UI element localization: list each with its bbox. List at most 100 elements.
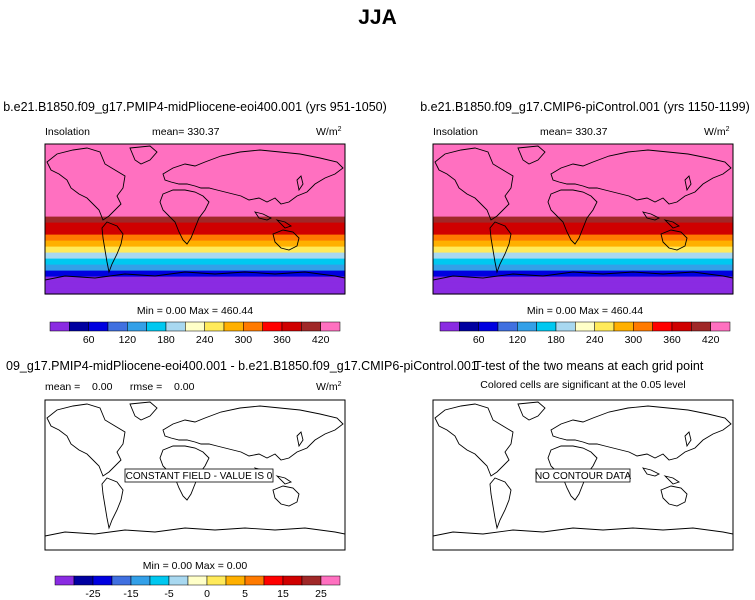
- colorbar-swatch: [575, 321, 595, 332]
- colorbar-tick-label: 120: [509, 334, 527, 346]
- constant-field-label: CONSTANT FIELD - VALUE IS 0: [126, 471, 273, 482]
- colorbar-tick-label: 420: [702, 334, 720, 346]
- units-label: W/m2: [316, 381, 342, 393]
- mean-rmse-label: mean = 0.00 rmse = 0.00: [45, 381, 195, 393]
- colorbar-swatch: [206, 575, 227, 586]
- lat-band: [433, 288, 733, 295]
- colorbar-swatch: [320, 321, 341, 332]
- colorbar-tick-label: 300: [625, 334, 643, 346]
- lat-band: [45, 258, 345, 265]
- figure-title: JJA: [358, 6, 397, 29]
- units-label: W/m2: [316, 126, 342, 138]
- map-frame: [432, 399, 734, 551]
- min-max-label: Min = 0.00 Max = 0.00: [143, 560, 248, 572]
- colorbar-tick-label: 240: [586, 334, 604, 346]
- colorbar-swatch: [478, 321, 499, 332]
- colorbar-tick-label: 0: [204, 588, 210, 600]
- lat-band: [433, 216, 733, 223]
- lat-band: [45, 270, 345, 277]
- info-box: [124, 468, 274, 483]
- insolation-field: [45, 144, 345, 295]
- colorbar-swatch: [204, 321, 225, 332]
- no-contour-label: NO CONTOUR DATA: [535, 471, 631, 482]
- colorbar-swatch: [497, 321, 518, 332]
- colorbar-swatch: [111, 575, 132, 586]
- colorbar-swatch: [282, 575, 303, 586]
- colorbar-tick-label: 15: [277, 588, 289, 600]
- lat-band: [45, 276, 345, 283]
- colorbar-tick-label: 60: [83, 334, 95, 346]
- lat-band: [433, 258, 733, 265]
- lat-band: [45, 162, 345, 169]
- lat-band: [433, 186, 733, 193]
- colorbar-tick-label: 5: [242, 588, 248, 600]
- case-title: 09_g17.PMIP4-midPliocene-eoi400.001 - b.…: [6, 359, 478, 373]
- mean-label: mean= 330.37: [540, 126, 608, 138]
- colorbar-swatch: [691, 321, 711, 332]
- lat-band: [433, 180, 733, 187]
- colorbar-swatch: [594, 321, 615, 332]
- lat-band: [45, 174, 345, 181]
- panel-model-case: b.e21.B1850.f09_g17.PMIP4-midPliocene-eo…: [3, 100, 387, 346]
- subtitle: Colored cells are significant at the 0.0…: [480, 379, 685, 391]
- lat-band: [45, 216, 345, 223]
- case-title: T-test of the two means at each grid poi…: [474, 359, 704, 373]
- colorbar-swatch: [320, 575, 341, 586]
- colorbar-swatch: [185, 321, 205, 332]
- colorbar-swatch: [69, 321, 89, 332]
- lat-band: [433, 264, 733, 271]
- colorbar-swatch: [149, 575, 170, 586]
- colorbar-swatch: [225, 575, 246, 586]
- colorbar-swatch: [54, 575, 75, 586]
- case-title: b.e21.B1850.f09_g17.CMIP6-piControl.001 …: [420, 100, 750, 114]
- lat-band: [45, 180, 345, 187]
- lat-band: [45, 252, 345, 259]
- lat-band: [45, 168, 345, 175]
- info-box: [535, 468, 631, 483]
- colorbar-swatch: [127, 321, 147, 332]
- colorbar-swatch: [244, 575, 265, 586]
- colorbar-swatch: [536, 321, 557, 332]
- lat-band: [45, 204, 345, 211]
- colorbar-swatch: [652, 321, 673, 332]
- lat-band: [433, 150, 733, 157]
- colorbar-tick-label: -15: [123, 588, 138, 600]
- colorbar-tick-label: 180: [547, 334, 565, 346]
- colorbar-swatch: [710, 321, 731, 332]
- colorbar-swatch: [517, 321, 537, 332]
- lat-band: [433, 168, 733, 175]
- variable-label: Insolation: [45, 126, 90, 138]
- colorbar-swatch: [73, 575, 94, 586]
- lat-band: [433, 270, 733, 277]
- lat-band: [433, 246, 733, 253]
- colorbar-swatch: [459, 321, 479, 332]
- lat-band: [433, 276, 733, 283]
- colorbar-swatch: [88, 321, 109, 332]
- case-title: b.e21.B1850.f09_g17.PMIP4-midPliocene-eo…: [3, 100, 387, 114]
- colorbar-swatch: [301, 321, 321, 332]
- lat-band: [45, 288, 345, 295]
- lat-band: [45, 234, 345, 241]
- units-label: W/m2: [704, 126, 730, 138]
- colorbar-swatch: [165, 321, 186, 332]
- colorbar-swatch: [281, 321, 302, 332]
- colorbar-swatch: [49, 321, 70, 332]
- colorbar-swatch: [168, 575, 189, 586]
- colorbar-swatch: [223, 321, 244, 332]
- lat-band: [433, 198, 733, 205]
- colorbar-swatch: [146, 321, 167, 332]
- lat-band: [45, 264, 345, 271]
- colorbar-tick-label: 360: [663, 334, 681, 346]
- colorbar-swatch: [262, 321, 283, 332]
- colorbar-swatch: [439, 321, 460, 332]
- lat-band: [45, 144, 345, 151]
- map-frame: [44, 143, 346, 295]
- lat-band: [45, 282, 345, 289]
- lat-band: [433, 234, 733, 241]
- lat-band: [45, 186, 345, 193]
- panel-difference: 09_g17.PMIP4-midPliocene-eoi400.001 - b.…: [6, 359, 478, 600]
- panel-ttest: T-test of the two means at each grid poi…: [432, 359, 734, 551]
- colorbar-tick-label: 240: [196, 334, 214, 346]
- lat-band: [433, 240, 733, 247]
